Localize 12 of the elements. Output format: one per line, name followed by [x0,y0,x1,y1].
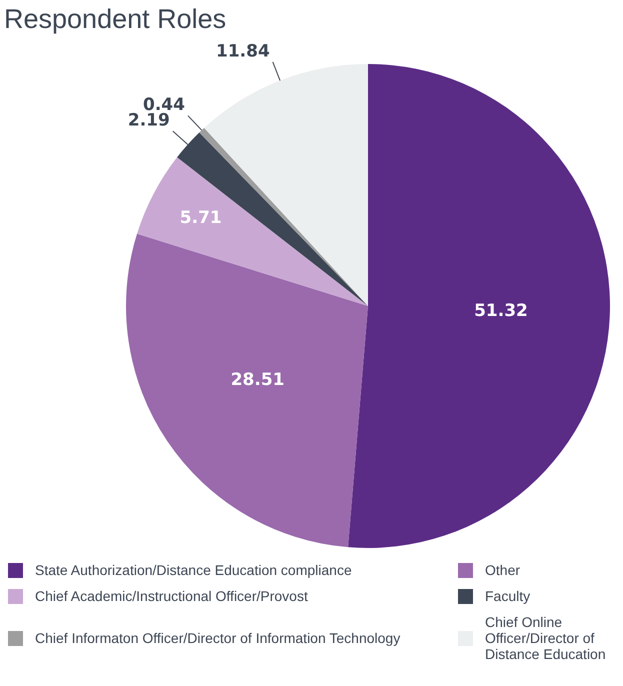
data-label: 51.32 [474,300,528,321]
legend-label: Other [485,562,520,578]
legend-label: Chief Informaton Officer/Director of Information Technology [35,630,400,646]
data-label: 5.71 [180,208,222,228]
legend-label: Chief Academic/Instructional Officer/Provost [35,588,308,604]
legend-label: Faculty [485,588,530,604]
legend-label: State Authorization/Distance Education compliance [35,562,352,578]
data-label: 11.84 [216,41,270,62]
legend-label: Chief Online Officer/Director of Distance Education [485,614,607,662]
data-label: 2.19 [128,110,170,131]
data-label: 28.51 [230,370,284,390]
chart-title: Respondent Roles [4,4,226,35]
